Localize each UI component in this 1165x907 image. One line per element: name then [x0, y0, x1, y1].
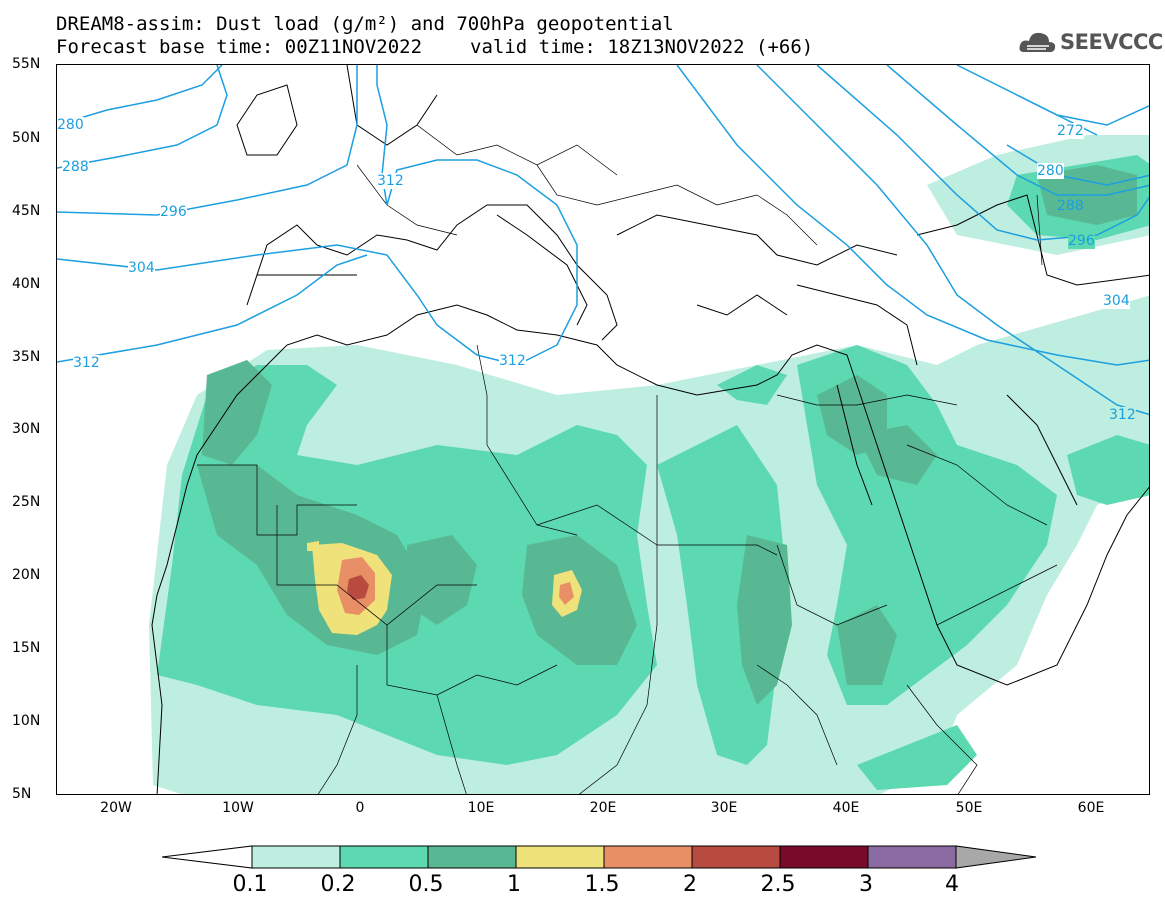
colorbar-under-triangle	[161, 845, 253, 869]
lat-label: 50N	[12, 130, 41, 146]
colorbar-swatch	[427, 845, 517, 869]
contour-label: 296	[1068, 233, 1095, 249]
lon-label: 20W	[100, 800, 132, 816]
lon-label: 10W	[222, 800, 254, 816]
contour-label: 312	[377, 173, 404, 189]
lat-label: 20N	[12, 567, 41, 583]
colorbar-label: 2.5	[760, 872, 796, 897]
lon-label: 60E	[1077, 800, 1105, 816]
map-panel: 280 288 296 304 312 312 312 272 280 288 …	[56, 64, 1150, 795]
lon-label: 50E	[955, 800, 983, 816]
contour-label: 288	[62, 159, 89, 175]
seevccc-logo: SEEVCCC	[1018, 28, 1163, 58]
lon-label: 0	[355, 800, 365, 816]
colorbar-swatch	[515, 845, 605, 869]
colorbar-swatch	[691, 845, 781, 869]
lon-label: 20E	[589, 800, 617, 816]
colorbar-label: 0.5	[408, 872, 444, 897]
contour-label: 304	[128, 260, 155, 276]
lat-label: 5N	[12, 786, 32, 802]
lat-label: 45N	[12, 203, 41, 219]
time-info: Forecast base time: 00Z11NOV2022 valid ti…	[56, 37, 813, 57]
lat-label: 15N	[12, 640, 41, 656]
contour-label: 272	[1057, 123, 1084, 139]
contour-label: 280	[1037, 163, 1064, 179]
dust-shading-2	[347, 575, 369, 600]
contour-label: 288	[1057, 198, 1084, 214]
colorbar-label: 0.1	[232, 872, 268, 897]
colorbar-swatch	[779, 845, 869, 869]
colorbar-label: 1	[507, 872, 521, 897]
contour-label: 312	[1109, 407, 1136, 423]
geopotential-contours	[57, 65, 1149, 416]
colorbar-over-triangle	[955, 845, 1037, 869]
colorbar-swatch	[339, 845, 429, 869]
contour-label: 312	[499, 353, 526, 369]
lat-label: 40N	[12, 276, 41, 292]
contour-label: 312	[73, 355, 100, 371]
lat-label: 35N	[12, 349, 41, 365]
contour-label: 304	[1103, 293, 1130, 309]
lat-label: 30N	[12, 421, 41, 437]
colorbar-swatch	[251, 845, 341, 869]
cloud-icon	[1019, 32, 1056, 53]
colorbar-label: 4	[945, 872, 959, 897]
country-borders	[197, 124, 1058, 794]
lat-label: 55N	[12, 56, 41, 72]
lon-label: 40E	[832, 800, 860, 816]
logo-text: SEEVCCC	[1060, 30, 1163, 54]
valid-time: valid time: 18Z13NOV2022 (+66)	[470, 36, 814, 58]
contour-label: 280	[57, 117, 84, 133]
contour-label: 296	[160, 204, 187, 220]
colorbar-label: 2	[683, 872, 697, 897]
colorbar-swatch	[867, 845, 957, 869]
map-canvas	[57, 65, 1149, 794]
lat-label: 10N	[12, 713, 41, 729]
colorbar-label: 3	[859, 872, 873, 897]
coastlines	[151, 65, 1149, 794]
colorbar-swatch	[603, 845, 693, 869]
colorbar	[161, 845, 1037, 869]
forecast-base-time: Forecast base time: 00Z11NOV2022	[56, 36, 423, 58]
colorbar-label: 0.2	[320, 872, 356, 897]
map-title: DREAM8-assim: Dust load (g/m²) and 700hP…	[56, 13, 674, 35]
lat-label: 25N	[12, 494, 41, 510]
colorbar-label: 1.5	[584, 872, 620, 897]
lon-label: 10E	[467, 800, 495, 816]
lon-label: 30E	[710, 800, 738, 816]
